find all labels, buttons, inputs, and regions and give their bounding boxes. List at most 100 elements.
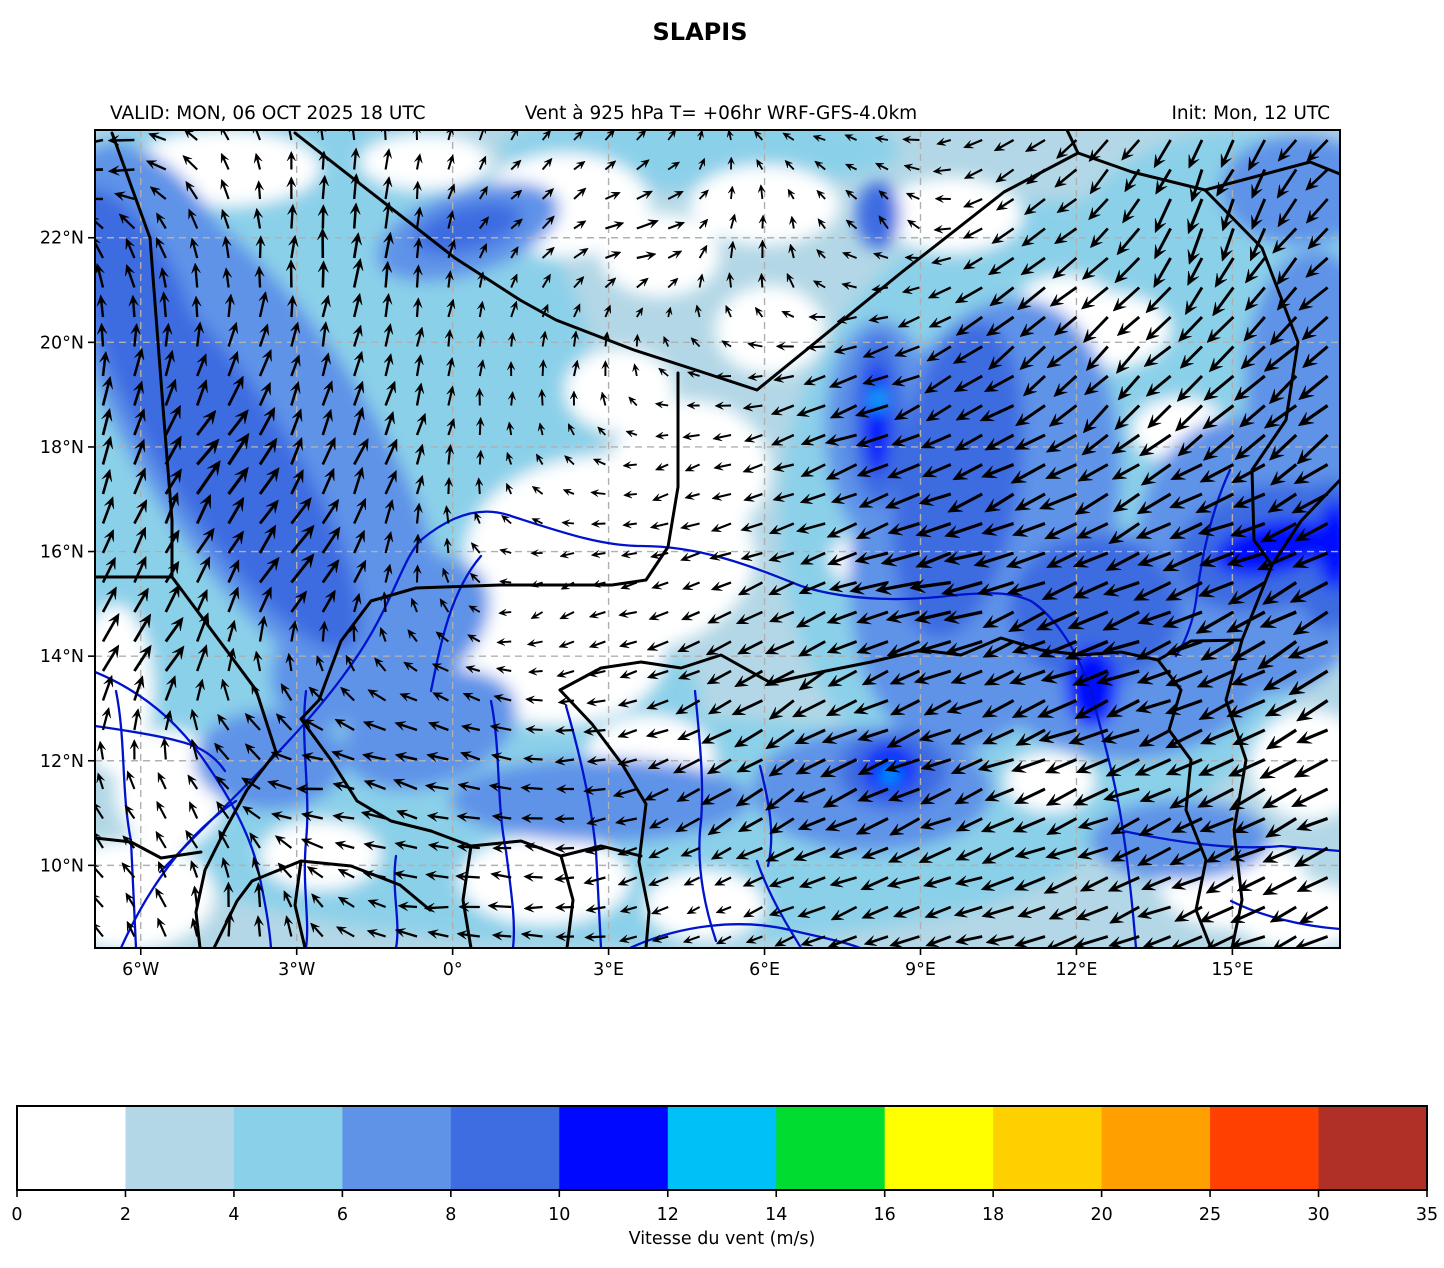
wind-arrow-shaft — [133, 301, 134, 317]
wind-arrow-shaft — [480, 422, 481, 435]
wind-arrow-shaft — [165, 743, 166, 759]
x-axis-tick-label: 6°E — [749, 960, 780, 980]
wind-arrow-shaft — [386, 267, 388, 287]
wind-arrow-shaft — [660, 435, 668, 436]
wind-arrow-shaft — [563, 701, 574, 702]
x-axis-tick-label: 15°E — [1211, 960, 1253, 980]
wind-arrow-shaft — [762, 278, 763, 288]
wind-arrow-shaft — [102, 329, 103, 346]
wind-arrow-head — [79, 138, 91, 148]
wind-arrow-shaft — [323, 627, 324, 642]
wind-arrow-shaft — [590, 937, 606, 938]
colorbar-tick-label: 25 — [1199, 1205, 1221, 1225]
colorbar-tick-label: 35 — [1416, 1205, 1438, 1225]
wind-arrow-shaft — [403, 906, 417, 907]
y-axis-tick-label: 12°N — [40, 752, 84, 772]
wind-arrow-shaft — [731, 190, 732, 199]
wind-arrow-shaft — [461, 876, 480, 877]
wind-arrow-shaft — [511, 337, 512, 347]
colorbar-tick-label: 4 — [228, 1205, 239, 1225]
wind-arrow-shaft — [543, 364, 544, 376]
x-axis-tick-label: 9°E — [905, 960, 936, 980]
wind-arrow-shaft — [260, 241, 261, 258]
wind-arrow-shaft — [529, 759, 543, 760]
wind-arrow-shaft — [259, 888, 260, 907]
colorbar-segment — [1319, 1106, 1428, 1190]
wind-arrow-head — [75, 165, 87, 176]
wind-arrow-shaft — [430, 907, 449, 908]
colorbar-tick-label: 8 — [445, 1205, 456, 1225]
colorbar-segment — [668, 1106, 777, 1190]
wind-arrow-head — [80, 194, 91, 204]
wind-arrow-shaft — [479, 482, 480, 494]
shading-blob — [715, 285, 825, 375]
wind-arrow-shaft — [480, 335, 481, 346]
wind-arrow-shaft — [560, 730, 574, 731]
colorbar-segment — [125, 1106, 234, 1190]
colorbar-label: Vitesse du vent (m/s) — [629, 1229, 816, 1249]
wind-arrow-shaft — [628, 494, 637, 495]
colorbar-segment — [993, 1106, 1102, 1190]
wind-arrow-shaft — [730, 277, 731, 288]
wind-arrow-shaft — [627, 524, 637, 525]
wind-arrow-shaft — [529, 877, 543, 878]
wind-arrow-shaft — [448, 334, 449, 346]
wind-arrow-shaft — [134, 329, 136, 346]
wind-arrow-shaft — [529, 907, 542, 908]
wind-arrow-shaft — [259, 186, 260, 199]
wind-arrow-shaft — [498, 935, 512, 936]
wind-arrow-shaft — [526, 788, 543, 789]
wind-arrow-shaft — [417, 270, 418, 287]
wind-arrow-shaft — [82, 170, 103, 171]
x-axis-tick-label: 3°W — [278, 960, 315, 980]
wind-arrow-shaft — [533, 671, 543, 672]
y-axis-tick-label: 10°N — [40, 856, 84, 876]
y-axis-tick-label: 16°N — [40, 543, 84, 563]
x-axis-tick-label: 6°W — [122, 960, 159, 980]
wind-arrow-shaft — [196, 302, 197, 317]
wind-arrow-shaft — [417, 186, 418, 199]
wind-arrow-shaft — [196, 269, 198, 288]
wind-arrow-shaft — [939, 229, 951, 230]
colorbar-tick-label: 6 — [337, 1205, 348, 1225]
wind-arrow-shaft — [542, 394, 543, 406]
wind-arrow-shaft — [259, 272, 260, 288]
colorbar-segment — [776, 1106, 885, 1190]
wind-arrow-shaft — [258, 921, 260, 936]
wind-arrow-shaft — [114, 170, 134, 171]
wind-arrow-shaft — [531, 729, 543, 730]
wind-arrow-shaft — [480, 455, 481, 465]
wind-arrow-shaft — [501, 642, 511, 643]
x-axis-tick-label: 3°E — [593, 960, 624, 980]
wind-arrow-shaft — [493, 906, 511, 907]
colorbar-segment — [559, 1106, 668, 1190]
wind-arrow-shaft — [530, 699, 542, 700]
wind-arrow-shaft — [627, 465, 637, 466]
wind-arrow-shaft — [812, 347, 826, 348]
wind-arrow-shaft — [291, 210, 292, 228]
valid-time-label: VALID: MON, 06 OCT 2025 18 UTC — [110, 103, 426, 124]
wind-arrow-shaft — [417, 539, 418, 553]
shading-blob — [1317, 500, 1353, 590]
colorbar-tick-label: 30 — [1307, 1205, 1329, 1225]
wind-arrow-shaft — [291, 301, 292, 317]
shading-blobs — [0, 90, 1430, 950]
init-time-label: Init: Mon, 12 UTC — [1171, 103, 1330, 124]
wind-arrow-shaft — [417, 243, 419, 258]
colorbar-segment — [885, 1106, 994, 1190]
colorbar-tick-label: 20 — [1090, 1205, 1112, 1225]
wind-arrow-shaft — [354, 153, 356, 169]
wind-arrow-shaft — [504, 582, 512, 583]
y-axis-tick-label: 20°N — [40, 333, 84, 353]
wind-arrow-shaft — [417, 303, 418, 317]
x-axis-tick-label: 0° — [443, 960, 463, 980]
colorbar-segment — [451, 1106, 560, 1190]
page-title: SLAPIS — [653, 18, 748, 46]
y-axis-tick-label: 18°N — [40, 438, 84, 458]
shading-blob — [360, 134, 490, 190]
colorbar-segment — [17, 1106, 126, 1190]
